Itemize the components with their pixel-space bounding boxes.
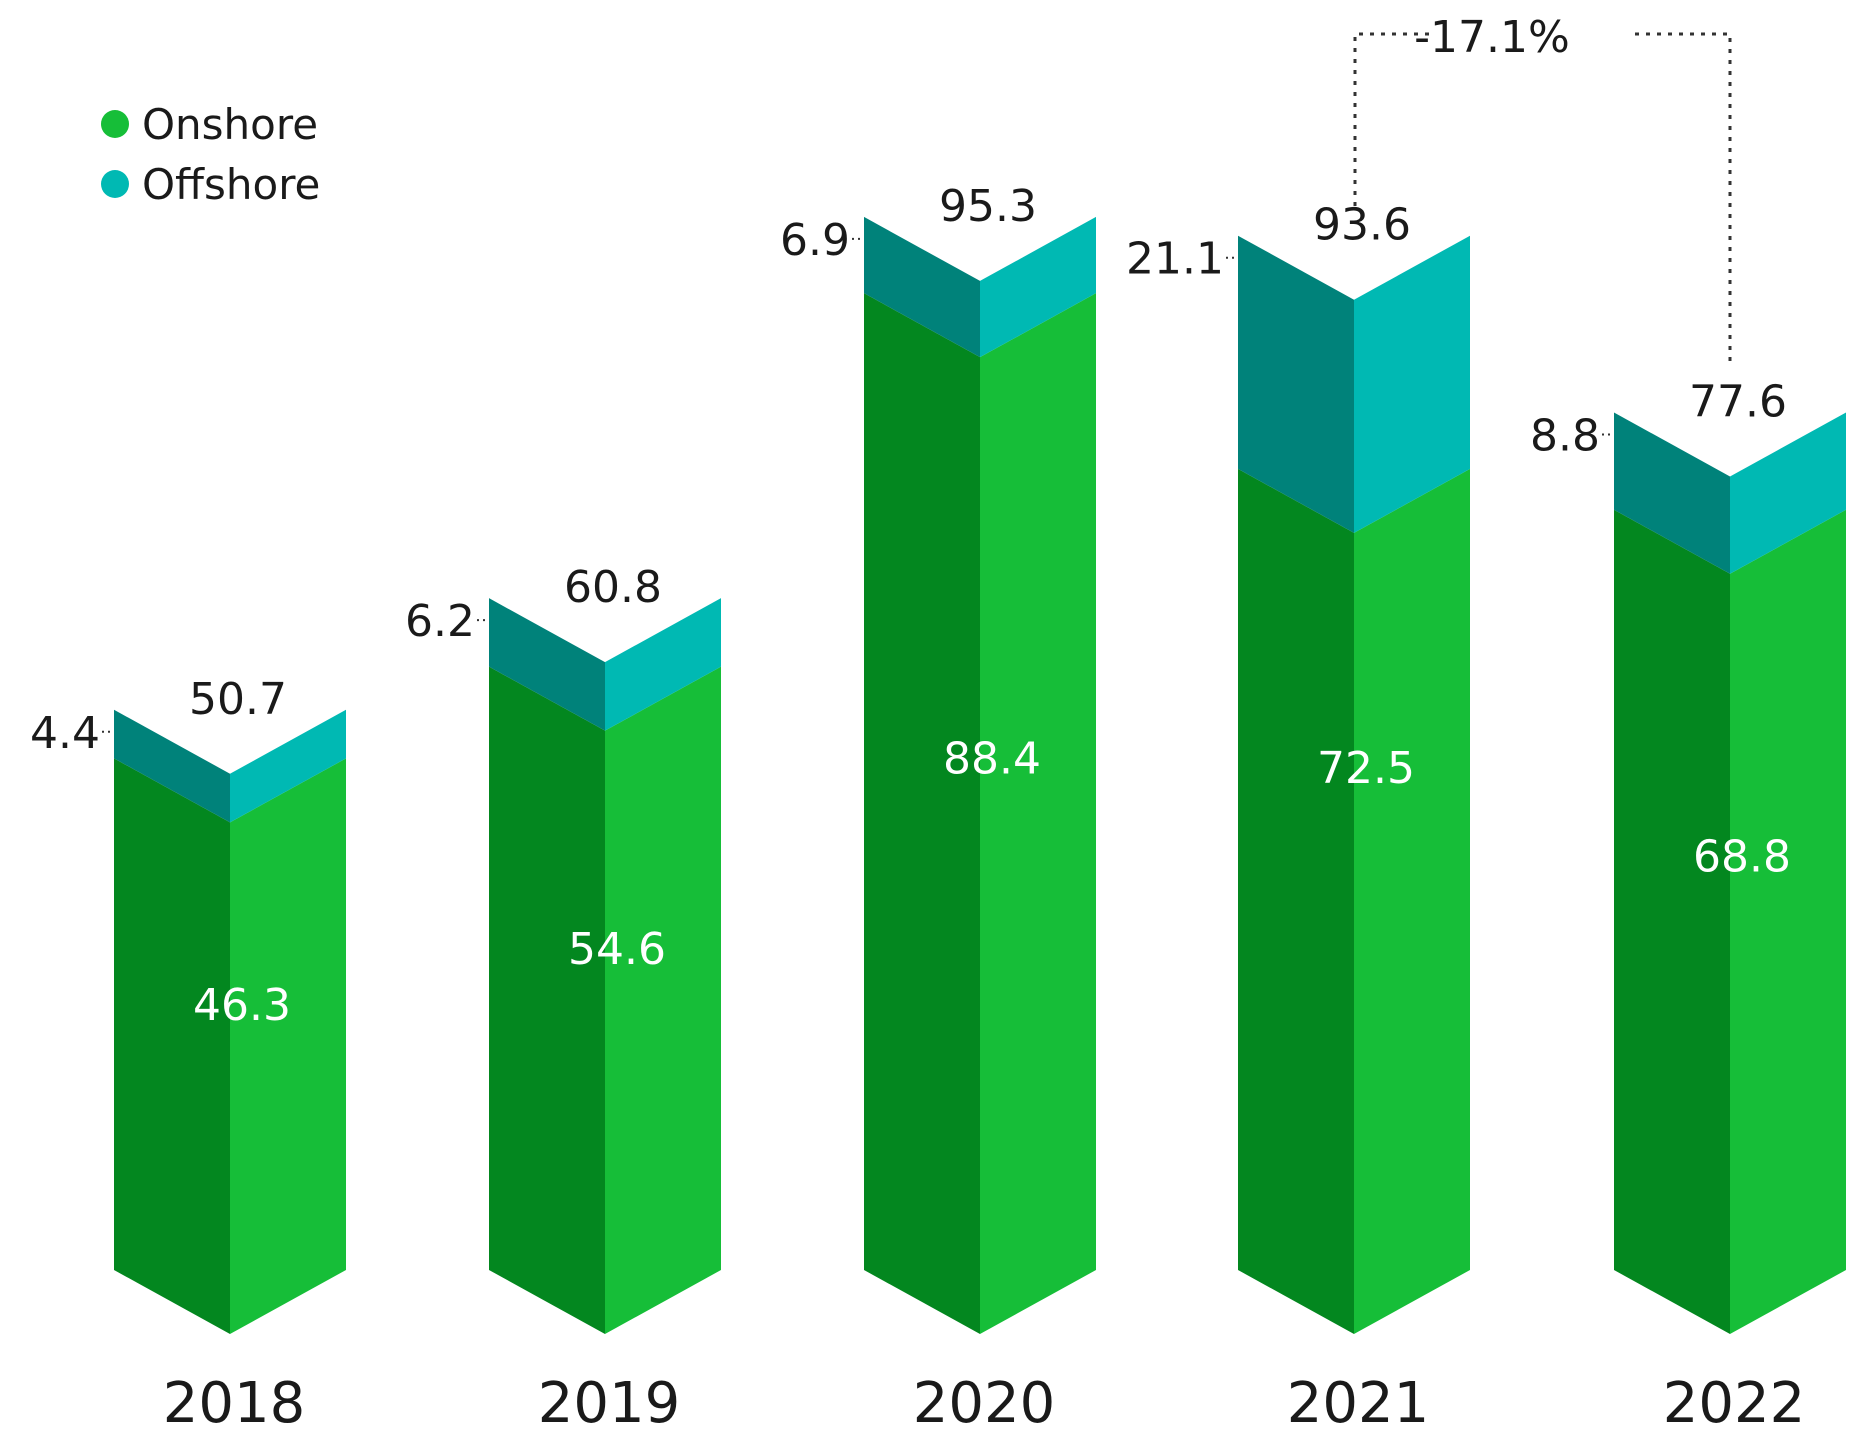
bar-onshore-left-2019 [489, 666, 605, 1334]
onshore-label-2019: 54.6 [568, 924, 666, 975]
offshore-label-2022: 8.8 [1530, 411, 1600, 462]
bar-offshore-right-2021 [1354, 235, 1470, 533]
bar-offshore-left-2020 [864, 216, 980, 358]
bar-group-2018: 50.7 46.3 4.4 2018 [30, 674, 346, 1436]
onshore-label-2018: 46.3 [193, 980, 291, 1031]
legend-label-onshore: Onshore [142, 100, 318, 149]
change-label: -17.1% [1414, 12, 1570, 63]
bar-group-2020: 95.3 88.4 6.9 2020 [780, 181, 1096, 1436]
total-label-2021: 93.6 [1313, 200, 1411, 251]
onshore-label-2022: 68.8 [1693, 831, 1791, 882]
bar-onshore-right-2018 [230, 758, 346, 1334]
bar-offshore-left-2021 [1238, 235, 1354, 533]
onshore-label-2020: 88.4 [943, 733, 1041, 784]
bar-onshore-left-2022 [1614, 509, 1730, 1334]
legend-swatch-offshore [101, 170, 129, 198]
year-label-2020: 2020 [913, 1371, 1056, 1436]
bar-offshore-right-2019 [605, 598, 721, 731]
total-label-2018: 50.7 [189, 674, 287, 725]
bar-offshore-right-2020 [980, 216, 1096, 358]
offshore-label-2019: 6.2 [405, 596, 475, 647]
bar-onshore-left-2020 [864, 293, 980, 1335]
bar-onshore-right-2021 [1354, 468, 1470, 1334]
total-label-2022: 77.6 [1689, 377, 1787, 428]
bar-group-2021: 93.6 72.5 21.1 2021 [1126, 200, 1470, 1436]
legend-swatch-onshore [101, 110, 129, 138]
onshore-label-2021: 72.5 [1317, 743, 1415, 794]
change-annotation: -17.1% [1353, 12, 1732, 362]
bar-offshore-left-2018 [114, 709, 230, 823]
bar-group-2022: 77.6 68.8 8.8 2022 [1530, 377, 1846, 1436]
bars: 50.7 46.3 4.4 2018 60.8 54.6 6.2 2019 95.3 88.4 6.… [30, 181, 1846, 1436]
offshore-label-2021: 21.1 [1126, 234, 1224, 285]
bar-onshore-left-2018 [114, 758, 230, 1334]
offshore-label-2018: 4.4 [30, 708, 100, 759]
bar-offshore-right-2018 [230, 709, 346, 823]
bar-onshore-right-2019 [605, 666, 721, 1334]
total-label-2020: 95.3 [939, 181, 1037, 232]
total-label-2019: 60.8 [564, 562, 662, 613]
bar-offshore-left-2019 [489, 598, 605, 731]
year-label-2018: 2018 [163, 1371, 306, 1436]
offshore-label-2020: 6.9 [780, 215, 850, 266]
bar-onshore-right-2020 [980, 293, 1096, 1335]
year-label-2021: 2021 [1287, 1371, 1430, 1436]
bar-onshore-right-2022 [1730, 509, 1846, 1334]
year-label-2019: 2019 [538, 1371, 681, 1436]
year-label-2022: 2022 [1663, 1371, 1806, 1436]
change-bracket [1353, 32, 1732, 362]
bar-offshore-right-2022 [1730, 412, 1846, 574]
legend-label-offshore: Offshore [142, 160, 320, 209]
legend: Onshore Offshore [101, 100, 320, 209]
bar-onshore-left-2021 [1238, 468, 1354, 1334]
bar-group-2019: 60.8 54.6 6.2 2019 [405, 562, 721, 1436]
bar-offshore-left-2022 [1614, 412, 1730, 574]
